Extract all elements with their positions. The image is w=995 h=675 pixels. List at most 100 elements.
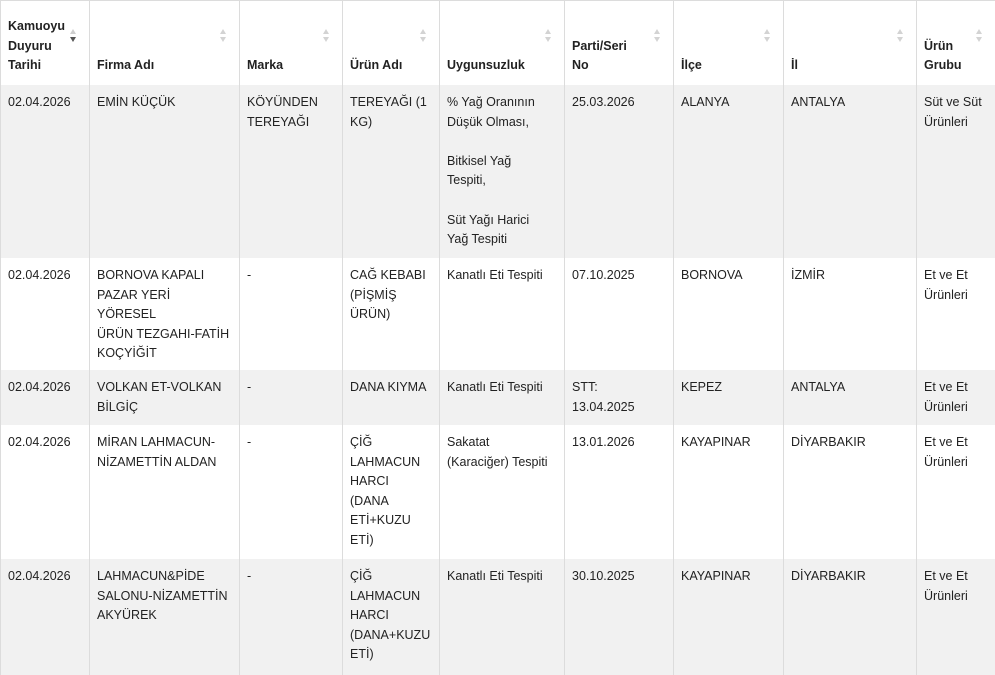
cell-province: DİYARBAKIR bbox=[784, 425, 917, 559]
cell-date: 02.04.2026 bbox=[1, 559, 90, 675]
column-header-nonconformity[interactable]: Uygunsuzluk bbox=[440, 1, 565, 86]
column-header-brand[interactable]: Marka bbox=[240, 1, 343, 86]
column-header-label: Marka bbox=[247, 56, 334, 76]
cell-brand: - bbox=[240, 258, 343, 370]
cell-brand-line: - bbox=[247, 433, 334, 453]
column-header-label-line: No bbox=[572, 56, 649, 76]
cell-province: İZMİR bbox=[784, 258, 917, 370]
column-header-label-line: Tarihi bbox=[8, 56, 65, 76]
cell-province: ANTALYA bbox=[784, 370, 917, 425]
cell-nonconformity: Kanatlı Eti Tespiti bbox=[440, 258, 565, 370]
cell-firm: MİRAN LAHMACUN-NİZAMETTİN ALDAN bbox=[90, 425, 240, 559]
sort-up-arrow-icon bbox=[420, 29, 426, 34]
column-header-label: İl bbox=[791, 56, 908, 76]
column-header-label: Ürün Adı bbox=[350, 56, 431, 76]
sort-icon[interactable] bbox=[654, 29, 663, 47]
cell-firm-line: SALONU-NİZAMETTİN bbox=[97, 587, 231, 607]
cell-firm-line: AKYÜREK bbox=[97, 606, 231, 626]
cell-lot: 13.01.2026 bbox=[565, 425, 674, 559]
cell-lot: STT:13.04.2025 bbox=[565, 370, 674, 425]
paragraph-gap bbox=[447, 132, 556, 152]
cell-lot: 25.03.2026 bbox=[565, 85, 674, 258]
cell-nonconformity-line: Süt Yağı Harici bbox=[447, 211, 556, 231]
cell-district: KAYAPINAR bbox=[674, 559, 784, 675]
cell-group-line: Ürünleri bbox=[924, 453, 987, 473]
sort-down-arrow-icon bbox=[976, 37, 982, 42]
cell-group-line: Ürünleri bbox=[924, 286, 987, 306]
sort-down-arrow-icon bbox=[545, 37, 551, 42]
column-header-district[interactable]: İlçe bbox=[674, 1, 784, 86]
cell-brand: - bbox=[240, 370, 343, 425]
cell-date: 02.04.2026 bbox=[1, 258, 90, 370]
sort-icon[interactable] bbox=[545, 29, 554, 47]
sort-up-arrow-icon bbox=[220, 29, 226, 34]
column-header-product-name[interactable]: Ürün Adı bbox=[343, 1, 440, 86]
sort-icon[interactable] bbox=[420, 29, 429, 47]
cell-product-line: ETİ+KUZU bbox=[350, 511, 431, 531]
sort-icon[interactable] bbox=[976, 29, 985, 47]
column-header-label-line: Ürün Adı bbox=[350, 56, 415, 76]
column-header-province[interactable]: İl bbox=[784, 1, 917, 86]
column-header-label: İlçe bbox=[681, 56, 775, 76]
cell-product-line: LAHMACUN bbox=[350, 453, 431, 473]
column-header-firm-name[interactable]: Firma Adı bbox=[90, 1, 240, 86]
cell-product-line: HARCI bbox=[350, 472, 431, 492]
cell-brand: - bbox=[240, 425, 343, 559]
cell-province: ANTALYA bbox=[784, 85, 917, 258]
cell-nonconformity-line: Sakatat bbox=[447, 433, 556, 453]
column-header-label-line: İl bbox=[791, 56, 892, 76]
cell-brand-line: KÖYÜNDEN bbox=[247, 93, 334, 113]
cell-nonconformity-line: Tespiti, bbox=[447, 171, 556, 191]
cell-nonconformity-line: Kanatlı Eti Tespiti bbox=[447, 567, 556, 587]
cell-firm-line: BORNOVA KAPALI bbox=[97, 266, 231, 286]
cell-lot-line: STT: bbox=[572, 378, 665, 398]
cell-group-line: Et ve Et bbox=[924, 567, 987, 587]
sort-up-arrow-icon bbox=[545, 29, 551, 34]
sort-icon[interactable] bbox=[220, 29, 229, 47]
cell-product-line: HARCI bbox=[350, 606, 431, 626]
cell-district: KEPEZ bbox=[674, 370, 784, 425]
cell-product-line: KG) bbox=[350, 113, 431, 133]
cell-lot: 30.10.2025 bbox=[565, 559, 674, 675]
cell-nonconformity-line: % Yağ Oranının bbox=[447, 93, 556, 113]
sort-icon[interactable] bbox=[323, 29, 332, 47]
sort-icon[interactable] bbox=[897, 29, 906, 47]
cell-group-line: Süt ve Süt bbox=[924, 93, 987, 113]
sort-up-arrow-icon bbox=[976, 29, 982, 34]
cell-product: DANA KIYMA bbox=[343, 370, 440, 425]
sort-down-arrow-icon bbox=[654, 37, 660, 42]
sort-icon[interactable] bbox=[764, 29, 773, 47]
cell-firm-line: EMİN KÜÇÜK bbox=[97, 93, 231, 113]
cell-nonconformity: Kanatlı Eti Tespiti bbox=[440, 559, 565, 675]
cell-lot-line: 25.03.2026 bbox=[572, 93, 665, 113]
cell-lot: 07.10.2025 bbox=[565, 258, 674, 370]
column-header-label-line: Duyuru bbox=[8, 37, 65, 57]
cell-brand-line: - bbox=[247, 266, 334, 286]
cell-brand-line: - bbox=[247, 567, 334, 587]
column-header-label-line: İlçe bbox=[681, 56, 759, 76]
cell-group-line: Ürünleri bbox=[924, 113, 987, 133]
cell-district: BORNOVA bbox=[674, 258, 784, 370]
cell-product-line: DANA KIYMA bbox=[350, 378, 431, 398]
sort-desc-icon[interactable] bbox=[70, 29, 79, 47]
column-header-label-line: Kamuoyu bbox=[8, 17, 65, 37]
cell-district: ALANYA bbox=[674, 85, 784, 258]
cell-date: 02.04.2026 bbox=[1, 425, 90, 559]
column-header-label-line: Grubu bbox=[924, 56, 971, 76]
cell-nonconformity: Sakatat(Karaciğer) Tespiti bbox=[440, 425, 565, 559]
